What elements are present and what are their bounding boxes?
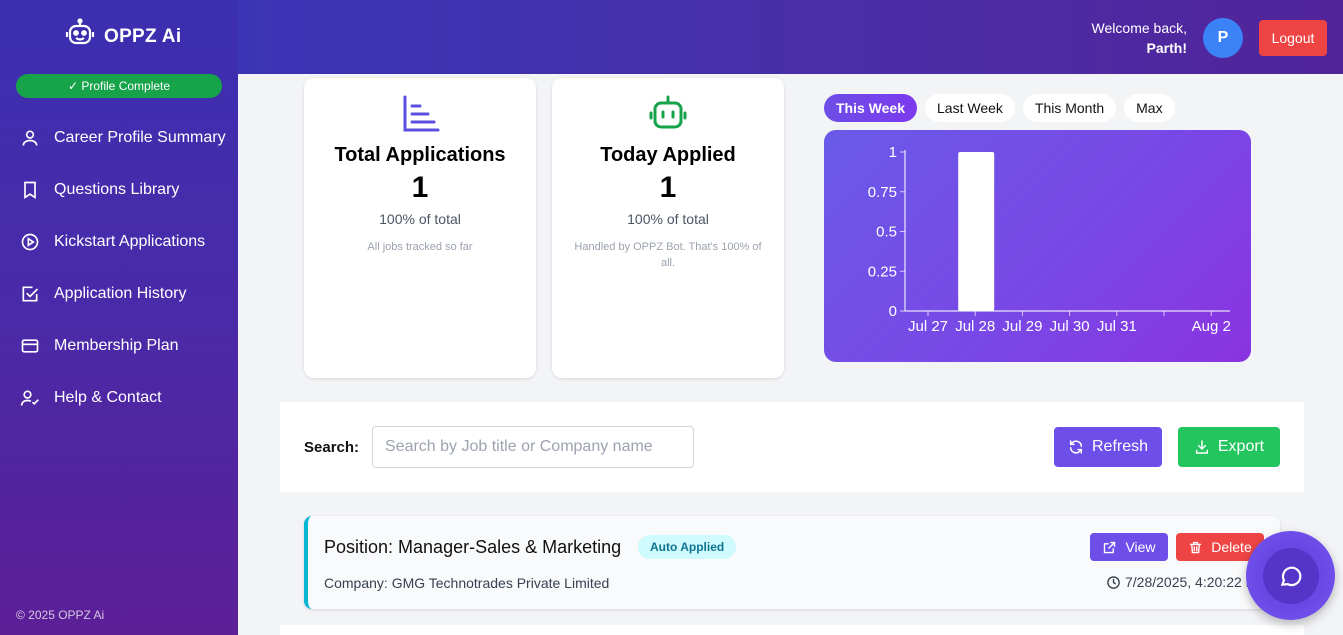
y-tick-label: 0.75 xyxy=(868,184,897,201)
bar-chart-icon xyxy=(400,94,440,134)
card-value: 1 xyxy=(659,171,677,204)
card-note: Handled by OPPZ Bot. That's 100% of all. xyxy=(574,241,762,269)
tab-max[interactable]: Max xyxy=(1124,94,1175,122)
chat-button[interactable] xyxy=(1246,531,1335,620)
sidebar-item-questions-library[interactable]: Questions Library xyxy=(0,164,238,216)
timestamp-text: 7/28/2025, 4:20:22 P xyxy=(1125,574,1255,590)
today-applied-card: Today Applied 1 100% of total Handled by… xyxy=(552,78,784,378)
application-company: Company: GMG Technotrades Private Limite… xyxy=(324,575,610,591)
credit-card-icon xyxy=(21,339,39,353)
card-note: All jobs tracked so far xyxy=(367,241,473,253)
chart-bar xyxy=(958,152,995,311)
y-tick-label: 0 xyxy=(889,303,897,320)
sidebar-item-career-profile-summary[interactable]: Career Profile Summary xyxy=(0,112,238,164)
play-circle-icon xyxy=(21,233,39,251)
refresh-icon xyxy=(1069,440,1083,454)
sidebar-item-help-contact[interactable]: Help & Contact xyxy=(0,372,238,424)
trash-icon xyxy=(1190,541,1202,553)
user-icon xyxy=(22,130,38,146)
card-title: Today Applied xyxy=(600,144,736,166)
bot-icon xyxy=(648,94,688,134)
bookmark-icon xyxy=(24,181,36,200)
y-tick-label: 0.25 xyxy=(868,263,897,280)
search-input[interactable] xyxy=(372,426,694,468)
view-label: View xyxy=(1125,539,1156,555)
sidebar-nav: Career Profile Summary Questions Library… xyxy=(0,112,238,424)
sidebar-item-kickstart-applications[interactable]: Kickstart Applications xyxy=(0,216,238,268)
application-item: Position: Manager-Sales & Marketing Auto… xyxy=(304,516,1280,609)
sidebar-item-label: Application History xyxy=(54,285,187,302)
sidebar-item-label: Career Profile Summary xyxy=(54,129,226,146)
sidebar-item-membership-plan[interactable]: Membership Plan xyxy=(0,320,238,372)
sidebar-item-label: Kickstart Applications xyxy=(54,233,206,250)
avatar[interactable]: P xyxy=(1203,18,1243,58)
logout-button[interactable]: Logout xyxy=(1259,20,1327,56)
robot-logo-icon xyxy=(64,18,96,55)
x-tick-label: Jul 27 xyxy=(908,318,948,335)
search-panel: Search: Refresh Export xyxy=(280,402,1304,492)
export-label: Export xyxy=(1217,438,1265,455)
tab-this-month[interactable]: This Month xyxy=(1022,94,1117,122)
applications-chart: 0 0.25 0.5 0.75 1 Jul 27 Jul 28 Jul 29 Jul 30 Jul… xyxy=(824,130,1251,362)
sidebar-item-label: Help & Contact xyxy=(54,389,162,406)
brand[interactable]: OPPZ Ai xyxy=(64,18,181,55)
tab-last-week[interactable]: Last Week xyxy=(925,94,1015,122)
sidebar-item-label: Membership Plan xyxy=(54,337,179,354)
welcome-line: Welcome back, xyxy=(1091,20,1187,36)
check-square-icon xyxy=(22,286,39,302)
application-position: Position: Manager-Sales & Marketing xyxy=(324,537,622,557)
y-tick-label: 1 xyxy=(889,144,897,161)
x-tick-label: Jul 28 xyxy=(955,318,995,335)
x-tick-label: Jul 30 xyxy=(1050,318,1090,335)
date-range-tabs: This Week Last Week This Month Max xyxy=(824,94,1175,122)
x-tick-label: Jul 31 xyxy=(1097,318,1137,335)
y-tick-label: 0.5 xyxy=(876,224,897,241)
view-button[interactable]: View xyxy=(1090,533,1168,561)
x-tick-label: Jul 29 xyxy=(1002,318,1042,335)
tab-this-week[interactable]: This Week xyxy=(824,94,917,122)
welcome-message: Welcome back, Parth! xyxy=(1092,18,1187,58)
card-value: 1 xyxy=(411,171,429,204)
total-applications-card: Total Applications 1 100% of total All j… xyxy=(304,78,536,378)
delete-label: Delete xyxy=(1211,539,1252,555)
sidebar-footer: © 2025 OPPZ Ai xyxy=(16,608,105,622)
external-link-icon xyxy=(1104,541,1116,553)
download-icon xyxy=(1195,440,1208,454)
card-percent: 100% of total xyxy=(379,211,461,227)
brand-name: OPPZ Ai xyxy=(104,25,182,47)
user-check-icon xyxy=(20,390,39,406)
application-timestamp: 7/28/2025, 4:20:22 P xyxy=(1106,574,1255,590)
chart-svg: 0 0.25 0.5 0.75 1 Jul 27 Jul 28 Jul 29 Jul 30 Jul… xyxy=(868,144,1231,335)
search-label: Search: xyxy=(304,439,360,456)
export-button[interactable]: Export xyxy=(1178,427,1280,467)
status-badge: Auto Applied xyxy=(638,535,737,559)
sidebar: OPPZ Ai ✓ Profile Complete Career Profil… xyxy=(0,0,238,635)
top-header: Welcome back, Parth! P Logout xyxy=(238,0,1343,74)
user-name: Parth! xyxy=(1146,40,1187,56)
delete-button[interactable]: Delete xyxy=(1176,533,1264,561)
chat-bubble-icon xyxy=(1280,566,1301,586)
card-percent: 100% of total xyxy=(627,211,709,227)
x-tick-label: Aug 2 xyxy=(1192,318,1231,335)
profile-complete-badge: ✓ Profile Complete xyxy=(16,74,222,98)
refresh-label: Refresh xyxy=(1091,438,1149,455)
sidebar-item-application-history[interactable]: Application History xyxy=(0,268,238,320)
refresh-button[interactable]: Refresh xyxy=(1054,427,1162,467)
card-title: Total Applications xyxy=(334,144,506,166)
list-panel-footer xyxy=(280,625,1304,635)
clock-icon xyxy=(1107,575,1120,589)
sidebar-item-label: Questions Library xyxy=(54,181,180,198)
